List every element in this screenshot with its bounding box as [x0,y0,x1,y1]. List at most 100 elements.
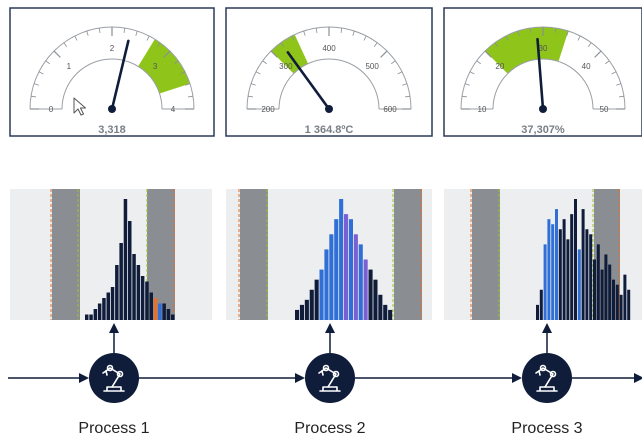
gauge-minor-tick [33,83,39,86]
gauge-major-tick [484,50,492,58]
gauge-minor-tick [554,27,557,34]
histogram-bar [551,224,555,320]
gauge-needle-hub [539,105,547,113]
gauge-minor-tick [618,95,625,98]
gauge-minor-tick [373,42,378,47]
process-node-3 [522,323,572,403]
gauge-minor-tick [402,83,408,86]
gauge-tick-label: 4 [171,105,176,114]
gauge-frame [225,7,433,137]
gauge-needle [110,39,130,111]
gauge-minor-tick [63,42,68,47]
histogram-bar [536,304,539,320]
gauge-needle-hub [325,105,333,113]
histogram-bar [123,199,128,320]
histogram-bar [158,303,162,320]
gauge-minor-tick [156,42,161,47]
histogram-bar [85,314,89,320]
gauge-minor-tick [255,71,261,75]
gauge-readout: 3,318 [98,124,126,136]
histogram-panel-2 [226,189,432,320]
histogram-bar [136,265,141,320]
gauge-minor-tick [352,30,355,36]
histogram-bar [608,264,612,320]
histogram-bar [93,309,98,320]
gauge-minor-tick [180,71,186,75]
gauge-minor-tick [250,83,256,86]
histogram-bar [547,219,551,320]
histogram-bar [558,229,562,320]
gauge-minor-tick [38,71,44,75]
gauge-minor-tick [464,83,470,86]
gauge-minor-tick [340,27,343,34]
gauge-tick-label: 40 [582,62,591,71]
gauge-minor-tick [517,30,520,36]
gauge-minor-tick [404,95,411,98]
gauge-minor-tick [494,42,499,47]
gauge-major-tick [380,50,388,58]
gauge-major-tick [163,50,171,58]
reject-zone-left [240,189,268,320]
histogram-bar [149,292,153,320]
gauge-minor-tick [469,71,475,75]
gauge-minor-tick [135,30,138,36]
gauge-readout: 37,307% [521,124,565,136]
gauge-minor-tick [397,71,403,75]
gauge-minor-tick [291,35,295,41]
gauge-major-tick [53,50,61,58]
histogram-bar [171,314,175,320]
histogram-bar [363,259,368,320]
process-node-circle [522,353,572,403]
reject-zone-right [394,189,422,320]
gauge-minor-tick [461,95,468,98]
histogram-bar [623,274,627,320]
gauge-minor-tick [185,83,191,86]
histogram-bar [119,243,123,320]
histogram-bar [295,309,300,320]
robot-arm-icon [102,364,125,392]
process-node-circle [305,353,355,403]
gauge-tick-label: 600 [383,105,397,114]
gauge-needle [536,37,545,111]
histogram-bar [89,314,93,320]
gauge-tick-label: 1 [67,62,72,71]
gauge-minor-tick [86,30,89,36]
histogram-bar [615,284,619,320]
histogram-bar [383,304,388,320]
histogram-bar [145,281,149,320]
histogram-bar [102,298,106,320]
gauge-minor-tick [45,60,50,65]
gauge-inner-arc [492,58,594,110]
gauge-tick-label: 500 [365,62,379,71]
histogram-bar [153,298,158,320]
gauge-tick-label: 2 [110,44,115,53]
histogram-bar [339,199,344,320]
histogram-bar [115,265,119,320]
gauge-card-3: 10 20 30 40 50 37,307% [443,7,642,137]
histogram-bar [309,289,314,320]
gauge-minor-tick [303,30,306,36]
process-1-label: Process 1 [78,420,149,437]
gauge-target-band [138,39,190,94]
histogram-bar [128,221,132,320]
histogram-bar [166,309,171,320]
histogram-bar [334,219,339,320]
robot-arm-icon [318,364,341,392]
histogram-bar [324,249,329,320]
histogram-bar [348,219,353,320]
histogram-bar [368,269,373,320]
histogram-bar [627,289,631,320]
histogram-bar [562,219,566,320]
gauge-readout: 1 364.8ºC [305,124,354,136]
histogram-bar [388,309,393,320]
histogram-bar [140,276,145,320]
histogram-bar [589,234,593,320]
histogram-bar [585,229,589,320]
gauge-minor-tick [363,35,367,41]
histogram-bar [555,209,558,320]
histogram-bar [574,199,577,320]
gauge-minor-tick [280,42,285,47]
robot-arm-icon [535,364,558,392]
process-2-label: Process 2 [294,420,365,437]
